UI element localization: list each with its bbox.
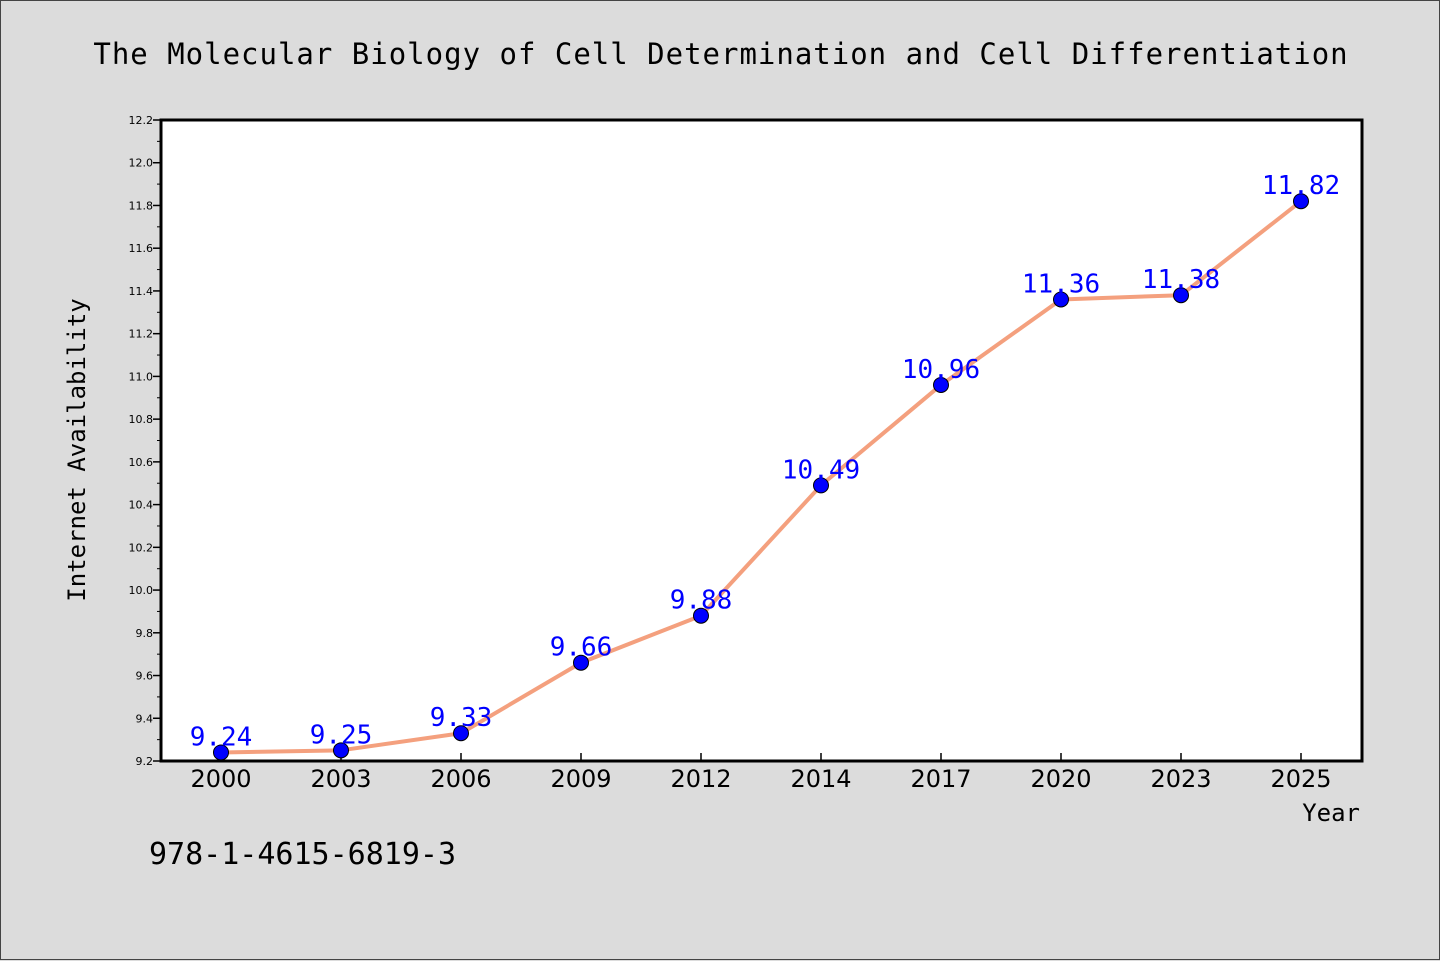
y-tick-label: 11.0 [129,370,154,383]
x-tick-label: 2000 [190,765,251,793]
data-point [1293,193,1309,210]
plot-area [159,118,1364,763]
isbn-annotation: 978-1-4615-6819-3 [149,837,456,872]
y-tick-label: 11.8 [129,199,154,212]
y-tick-label: 12.0 [129,157,154,170]
y-tick-label: 9.6 [136,670,154,683]
data-label: 9.25 [310,720,373,750]
x-tick-label: 2009 [550,765,611,793]
data-label: 9.66 [550,633,613,663]
y-tick-label: 10.8 [129,413,154,426]
y-tick-label: 10.6 [129,456,154,469]
data-point [813,477,829,494]
x-tick-label: 2003 [310,765,371,793]
y-tick-label: 10.4 [129,499,154,512]
data-point [933,376,949,393]
data-label: 9.88 [670,586,733,616]
y-tick-label: 9.2 [136,755,154,768]
x-tick-label: 2012 [670,765,731,793]
y-axis-ticks: 9.2 9.4 9.6 9.8 10.0 10.2 10.4 10.6 10.8 11.0 11.2… [129,114,161,768]
y-tick-label: 11.2 [129,328,154,341]
data-point [573,654,589,671]
data-point [213,744,229,761]
data-point [453,725,469,742]
data-label: 10.49 [782,455,860,485]
data-label: 9.33 [430,703,493,733]
x-tick-label: 2014 [790,765,851,793]
data-point [1173,287,1189,304]
data-label: 11.82 [1262,171,1340,201]
data-label: 9.24 [190,722,253,752]
y-tick-label: 12.2 [129,114,154,127]
data-label: 11.36 [1022,269,1100,299]
x-axis-title: Year [1302,799,1360,827]
data-label: 11.38 [1142,265,1220,295]
y-tick-label: 11.4 [129,285,154,298]
y-tick-label: 9.8 [136,627,154,640]
series-group: 9.24 9.25 9.33 9.66 9.88 10.49 10.96 11.36 11.38… [190,171,1340,761]
x-tick-label: 2025 [1270,765,1331,793]
x-tick-label: 2017 [910,765,971,793]
data-point [1053,291,1069,308]
y-tick-label: 10.0 [129,584,154,597]
x-tick-label: 2006 [430,765,491,793]
y-tick-label: 10.2 [129,541,154,554]
series-line [219,199,1303,755]
x-axis-ticks: 2000 2003 2006 2009 2012 2014 2017 2020 2023 2025 [190,753,1332,793]
y-tick-label: 9.4 [136,712,154,725]
chart-title: The Molecular Biology of Cell Determinat… [93,37,1348,71]
data-point [693,607,709,624]
data-point [333,742,349,759]
data-label: 10.96 [902,355,980,385]
x-tick-label: 2020 [1030,765,1091,793]
y-tick-label: 11.6 [129,242,154,255]
x-tick-label: 2023 [1150,765,1211,793]
y-axis-title: Internet Availability [63,298,91,601]
